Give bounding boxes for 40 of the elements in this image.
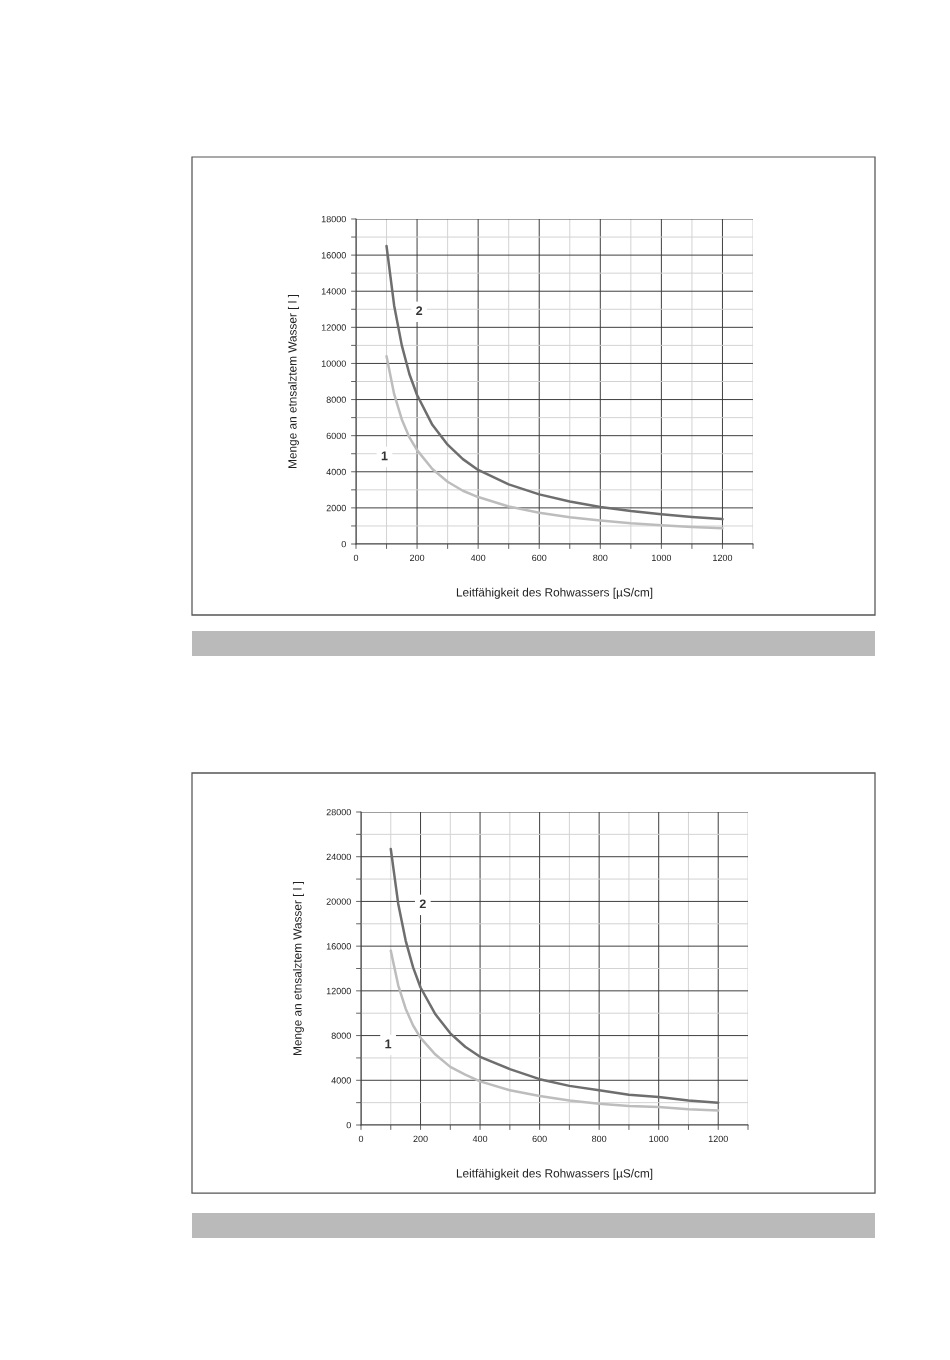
y-tick-label: 16000 bbox=[326, 943, 351, 950]
series-label: 2 bbox=[419, 899, 426, 909]
x-tick-label: 800 bbox=[593, 554, 608, 562]
y-tick-label: 12000 bbox=[326, 987, 351, 995]
x-tick-label: 800 bbox=[592, 1135, 607, 1143]
y-tick-label: 28000 bbox=[326, 808, 351, 816]
text: 1 bbox=[381, 451, 388, 461]
x-axis-title: Leitfähigkeit des Rohwassers [µS/cm] bbox=[456, 587, 653, 599]
y-tick-label: 14000 bbox=[321, 288, 346, 295]
x-tick-label: 0 bbox=[358, 1135, 364, 1143]
x-tick-label: 200 bbox=[410, 554, 425, 562]
x-tick-label: 600 bbox=[532, 554, 547, 562]
series-label: 2 bbox=[416, 306, 423, 316]
y-tick-label: 0 bbox=[346, 1121, 351, 1129]
x-tick-label: 600 bbox=[532, 1135, 547, 1143]
x-tick-label: 1000 bbox=[652, 554, 672, 562]
x-tick-label: 200 bbox=[413, 1135, 428, 1143]
x-tick-label: 1200 bbox=[713, 554, 733, 562]
text: 1 bbox=[385, 1039, 392, 1049]
y-tick-label: 0 bbox=[341, 540, 346, 548]
y-tick-label: 4000 bbox=[331, 1077, 351, 1084]
y-tick-label: 8000 bbox=[326, 396, 346, 403]
x-tick-label: 1000 bbox=[649, 1135, 669, 1143]
y-tick-label: 10000 bbox=[321, 360, 346, 367]
x-tick-label: 400 bbox=[470, 554, 486, 562]
y-tick-label: 4000 bbox=[326, 468, 346, 476]
y-tick-label: 8000 bbox=[331, 1032, 351, 1039]
y-tick-label: 16000 bbox=[321, 252, 346, 259]
y-axis-title: Menge an etnsalztem Wasser [ l ] bbox=[287, 294, 299, 468]
y-tick-label: 24000 bbox=[326, 853, 351, 861]
x-tick-label: 0 bbox=[353, 554, 359, 562]
x-tick-label: 1200 bbox=[708, 1135, 728, 1143]
y-axis-title: Menge an etnsalztem Wasser [ l ] bbox=[292, 881, 304, 1055]
y-tick-label: 12000 bbox=[321, 324, 346, 331]
y-tick-label: 20000 bbox=[326, 898, 351, 905]
x-tick-label: 400 bbox=[472, 1135, 488, 1143]
y-tick-label: 6000 bbox=[326, 432, 346, 440]
y-tick-label: 2000 bbox=[326, 504, 346, 512]
y-tick-label: 18000 bbox=[321, 215, 346, 223]
x-axis-title: Leitfähigkeit des Rohwassers [µS/cm] bbox=[456, 1168, 653, 1180]
